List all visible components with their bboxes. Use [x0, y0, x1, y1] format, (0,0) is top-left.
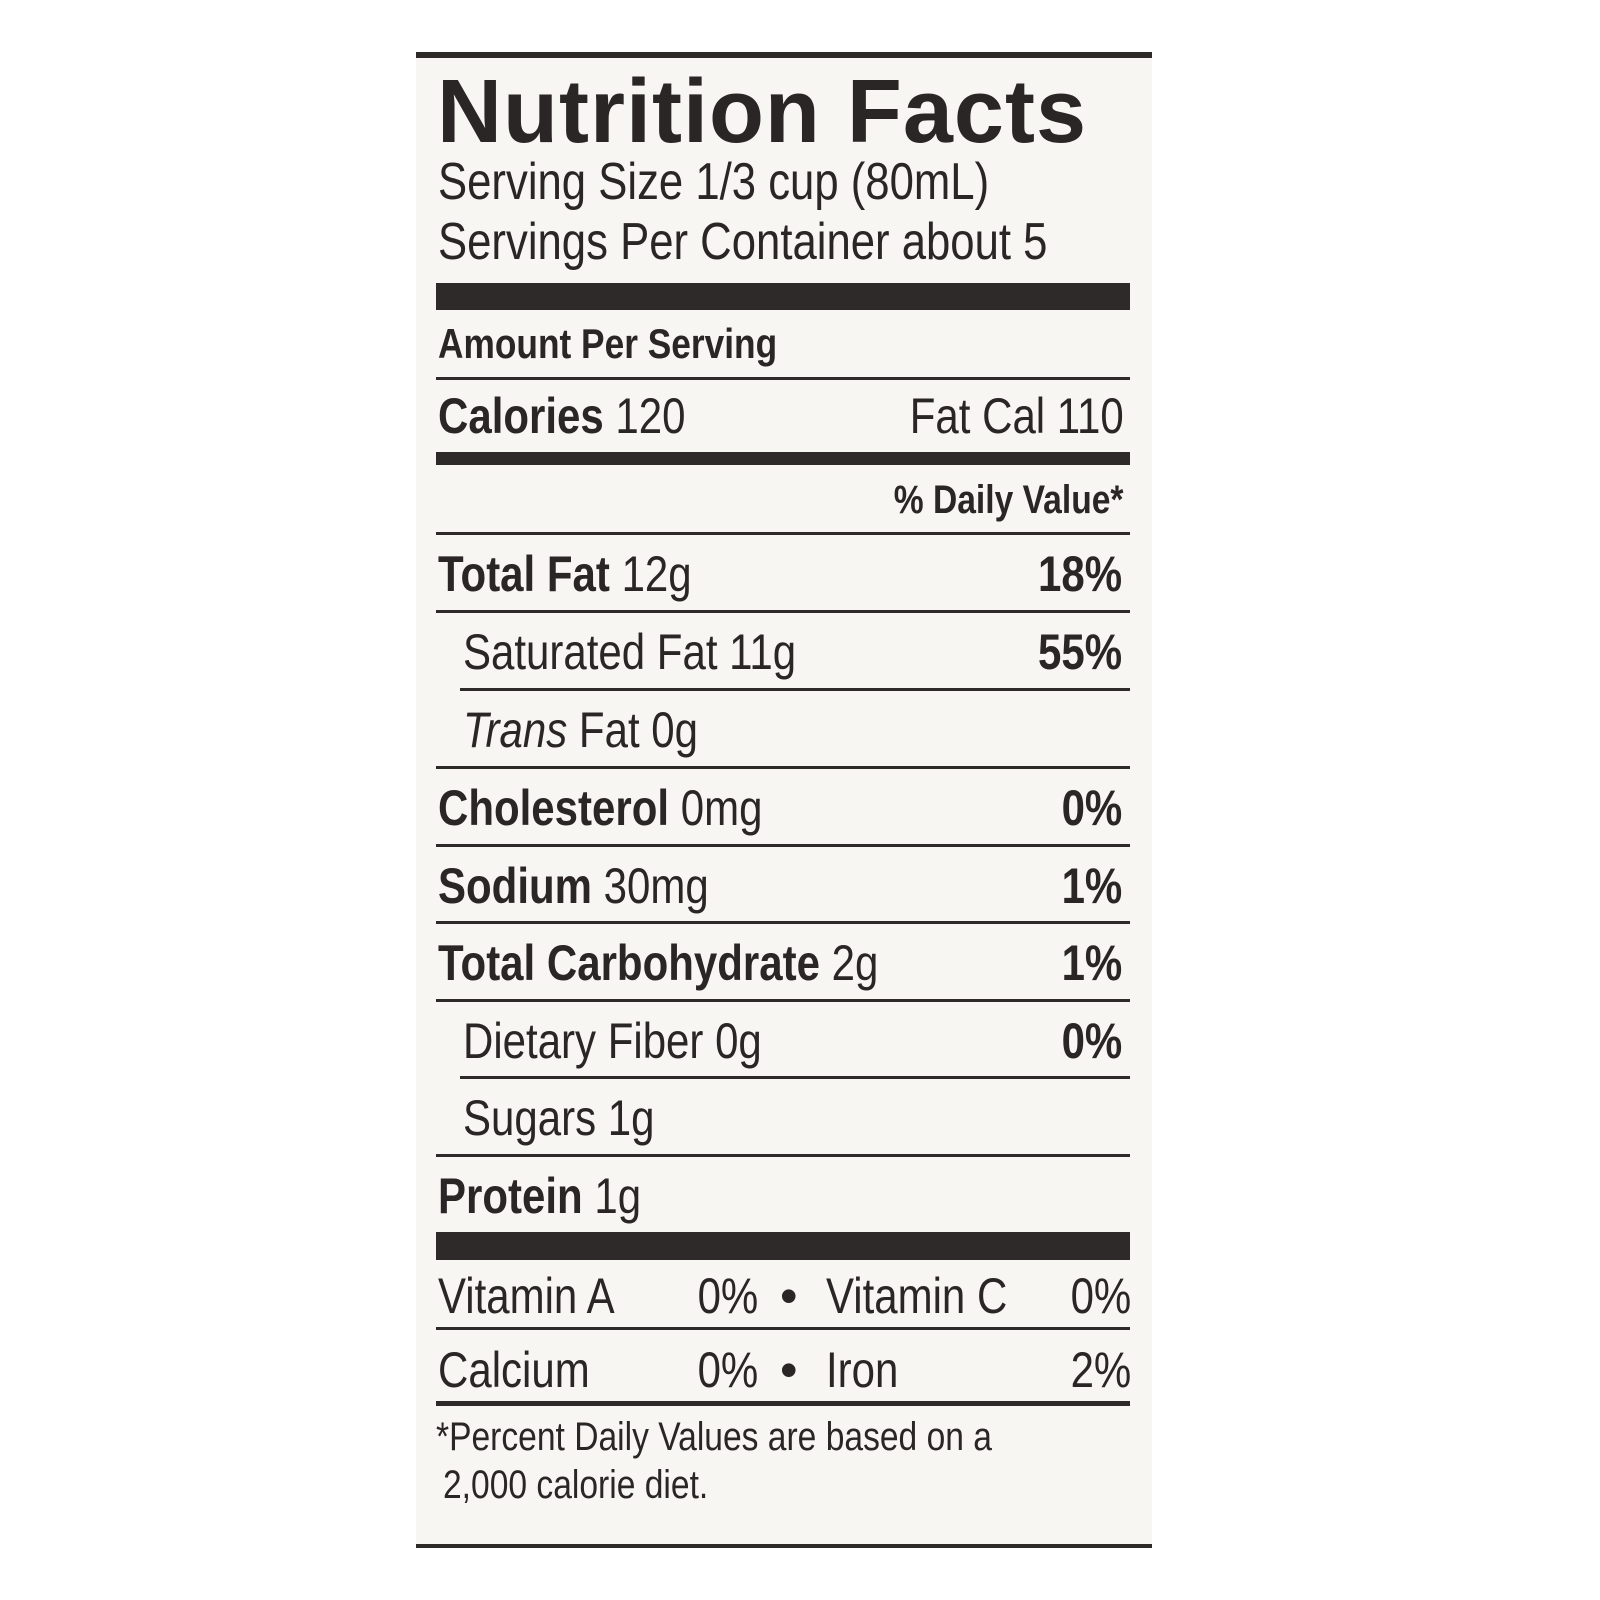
calories-row: Calories 120: [438, 388, 686, 444]
divider: [436, 610, 1130, 613]
divider: [436, 766, 1130, 769]
nutrient-dv: 0%: [1061, 1013, 1122, 1069]
nutrient-label: Sugars: [463, 1090, 597, 1146]
nutrient-amount: 1g: [594, 1168, 642, 1224]
nutrient-label: Cholesterol: [438, 780, 670, 836]
calcium-dv: 0%: [697, 1342, 758, 1398]
nutrient-label: Protein: [438, 1168, 583, 1224]
nutrient-label: Saturated Fat: [463, 624, 718, 680]
divider: [460, 688, 1130, 691]
nutrient-amount: 0g: [651, 702, 699, 758]
nutrient-dv: 18%: [1037, 546, 1122, 602]
fat-calories: Fat Cal 110: [909, 388, 1124, 444]
nutrient-dv: 1%: [1061, 935, 1122, 991]
nutrient-label-rest: Fat: [578, 702, 640, 758]
bullet: •: [780, 1268, 798, 1324]
nutrient-amount: 2g: [831, 935, 879, 991]
thick-divider: [436, 1232, 1130, 1260]
nutrient-amount: 11g: [729, 624, 797, 680]
serving-size: Serving Size 1/3 cup (80mL): [438, 153, 990, 211]
thick-divider: [436, 283, 1130, 310]
calcium-label: Calcium: [438, 1342, 590, 1398]
nutrient-label: Total Carbohydrate: [438, 935, 820, 991]
nutrient-row-sodium: Sodium 30mg: [438, 858, 709, 914]
nutrient-dv: 0%: [1061, 780, 1122, 836]
calories-label: Calories: [438, 388, 604, 444]
nutrient-amount: 12g: [621, 546, 692, 602]
amount-per-serving: Amount Per Serving: [438, 320, 778, 367]
nutrient-row-saturated-fat: Saturated Fat 11g: [463, 624, 796, 680]
vitamin-a-label: Vitamin A: [438, 1268, 615, 1324]
label-title: Nutrition Facts: [437, 62, 1088, 162]
divider: [436, 1401, 1130, 1406]
nutrient-amount: 0mg: [680, 780, 763, 836]
nutrient-amount: 30mg: [603, 858, 709, 914]
nutrient-amount: 0g: [715, 1013, 762, 1069]
medium-divider: [436, 452, 1130, 465]
nutrient-amount: 1g: [607, 1090, 655, 1146]
divider: [436, 844, 1130, 847]
divider: [436, 532, 1130, 535]
nutrient-row-total-fat: Total Fat 12g: [438, 546, 692, 602]
nutrient-label: Trans: [463, 702, 568, 758]
nutrient-row-trans-fat: Trans Fat 0g: [463, 702, 698, 758]
nutrient-row-dietary-fiber: Dietary Fiber 0g: [463, 1013, 762, 1069]
nutrient-dv: 1%: [1061, 858, 1122, 914]
iron-label: Iron: [826, 1342, 899, 1398]
calories-value: 120: [615, 388, 686, 444]
vitamin-c-label: Vitamin C: [826, 1268, 1008, 1324]
daily-value-header: % Daily Value*: [893, 478, 1123, 522]
divider: [460, 1076, 1130, 1079]
nutrient-row-total-carbohydrate: Total Carbohydrate 2g: [438, 935, 878, 991]
servings-per-container: Servings Per Container about 5: [438, 213, 1048, 271]
iron-dv: 2%: [1070, 1342, 1131, 1398]
vitamin-c-dv: 0%: [1070, 1268, 1131, 1324]
footnote-line-1: *Percent Daily Values are based on a: [436, 1415, 992, 1459]
nutrient-row-cholesterol: Cholesterol 0mg: [438, 780, 762, 836]
bullet: •: [780, 1342, 798, 1398]
nutrient-label: Total Fat: [438, 546, 610, 602]
divider: [436, 1327, 1130, 1330]
nutrient-dv: 55%: [1037, 624, 1122, 680]
nutrient-row-protein: Protein 1g: [438, 1168, 641, 1224]
divider: [436, 377, 1130, 380]
footnote-line-2: 2,000 calorie diet.: [443, 1463, 709, 1507]
divider: [436, 999, 1130, 1002]
nutrient-label: Sodium: [438, 858, 592, 914]
divider: [436, 921, 1130, 924]
nutrient-label: Dietary Fiber: [463, 1013, 704, 1069]
divider: [436, 1154, 1130, 1157]
vitamin-a-dv: 0%: [697, 1268, 758, 1324]
nutrient-row-sugars: Sugars 1g: [463, 1090, 654, 1146]
